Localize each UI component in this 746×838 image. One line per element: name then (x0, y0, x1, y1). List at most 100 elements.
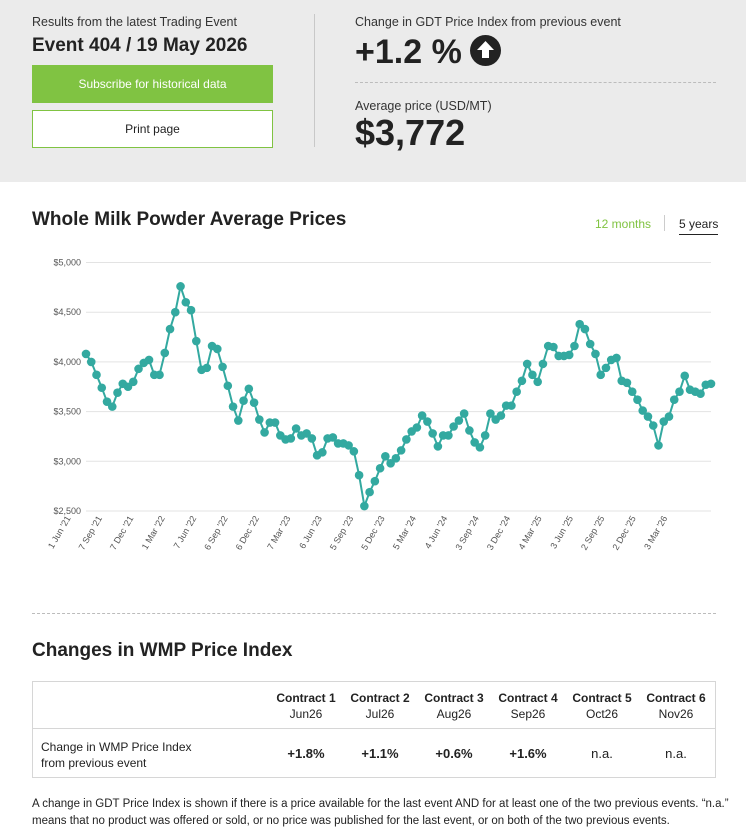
x-tick-label: 7 Jun '22 (172, 514, 199, 550)
change-value-row: +1.2 % (355, 33, 501, 72)
data-point (255, 415, 264, 424)
table-cell: +0.6% (435, 746, 473, 761)
tab-separator (664, 215, 665, 231)
x-tick-label: 3 Mar '26 (642, 514, 669, 551)
data-point (234, 416, 243, 425)
data-point (370, 476, 380, 486)
x-tick-label: 3 Sep '24 (453, 514, 481, 552)
data-point (669, 395, 679, 404)
data-point (486, 409, 495, 418)
data-point (549, 342, 558, 352)
divider (314, 14, 315, 147)
data-point (244, 384, 254, 394)
data-point (170, 307, 180, 317)
data-point (92, 370, 101, 380)
price-series-line (85, 282, 712, 510)
data-point (465, 426, 474, 435)
data-point (86, 357, 96, 367)
data-point (638, 406, 648, 415)
data-point (507, 401, 516, 410)
data-point (522, 359, 532, 369)
x-tick-label: 2 Dec '25 (610, 514, 638, 552)
changes-title: Changes in WMP Price Index (32, 640, 293, 661)
data-point (186, 305, 196, 315)
subscribe-button[interactable]: Subscribe for historical data (32, 65, 273, 103)
data-point (591, 349, 600, 359)
data-point (528, 370, 537, 380)
data-point (160, 348, 170, 358)
data-point (643, 412, 653, 421)
arrow-up-icon (469, 35, 501, 66)
data-point (475, 443, 485, 452)
data-point (496, 411, 506, 420)
data-point (113, 388, 122, 398)
data-point (81, 349, 91, 359)
data-point (601, 363, 611, 373)
data-point (564, 350, 574, 360)
data-point (328, 433, 338, 442)
x-tick-label: 5 Dec '23 (359, 514, 387, 552)
data-point (213, 344, 222, 354)
data-point (291, 424, 301, 433)
data-point (223, 381, 233, 391)
data-point (218, 362, 227, 372)
data-point (428, 429, 437, 438)
data-point (107, 402, 117, 411)
data-point (260, 428, 269, 437)
x-tick-label: 5 Sep '23 (328, 514, 356, 552)
data-point (423, 417, 432, 426)
y-tick-label: $4,500 (53, 307, 81, 317)
data-point (580, 324, 590, 334)
data-point (144, 355, 154, 365)
data-point (706, 379, 716, 389)
row-label: Change in WMP Price Index from previous … (41, 740, 192, 770)
data-point (402, 435, 411, 444)
data-point (675, 387, 684, 397)
x-tick-label: 5 Mar '24 (391, 514, 418, 551)
data-point (454, 416, 464, 425)
contract-header: Contract 3 Aug26 (424, 691, 484, 721)
print-page-button[interactable]: Print page (32, 110, 273, 148)
data-point (176, 282, 185, 291)
x-tick-label: 6 Dec '22 (234, 514, 262, 552)
data-point (270, 418, 280, 427)
data-point (396, 446, 406, 455)
data-point (449, 422, 458, 431)
data-point (375, 463, 385, 473)
y-tick-label: $5,000 (53, 258, 81, 268)
contracts-table: Contract 1 Jun26 Contract 2 Jul26 Contract… (32, 681, 716, 778)
data-point (349, 447, 359, 456)
x-tick-label: 6 Sep '22 (202, 514, 230, 552)
x-tick-label: 4 Jun '24 (423, 514, 450, 550)
tab-5-years[interactable]: 5 years (679, 217, 719, 235)
contract-header: Contract 1 Jun26 (276, 691, 336, 721)
data-point (417, 411, 427, 420)
x-tick-label: 1 Mar '22 (140, 514, 167, 551)
data-point (202, 363, 212, 373)
section-divider (32, 613, 716, 614)
data-point (354, 470, 364, 480)
data-point (612, 353, 621, 363)
x-tick-label: 7 Dec '21 (108, 514, 136, 552)
data-point (648, 421, 658, 430)
data-point (165, 324, 175, 334)
x-tick-label: 3 Dec '24 (485, 514, 513, 552)
data-point (344, 441, 353, 450)
data-point (360, 501, 369, 511)
data-point (680, 371, 690, 381)
data-point (444, 431, 453, 440)
tab-12-months[interactable]: 12 months (595, 217, 652, 231)
average-price-label: Average price (USD/MT) (355, 99, 492, 113)
data-point (307, 434, 317, 443)
contract-header: Contract 2 Jul26 (350, 691, 410, 721)
chart-title: Whole Milk Powder Average Prices (32, 209, 347, 230)
data-point (538, 359, 548, 369)
data-point (249, 398, 259, 407)
y-tick-label: $3,000 (53, 456, 81, 466)
data-point (155, 370, 164, 380)
data-point (239, 396, 248, 405)
y-tick-label: $3,500 (53, 407, 81, 417)
divider (355, 82, 716, 83)
table-divider (33, 728, 715, 729)
x-tick-label: 4 Mar '25 (516, 514, 543, 551)
